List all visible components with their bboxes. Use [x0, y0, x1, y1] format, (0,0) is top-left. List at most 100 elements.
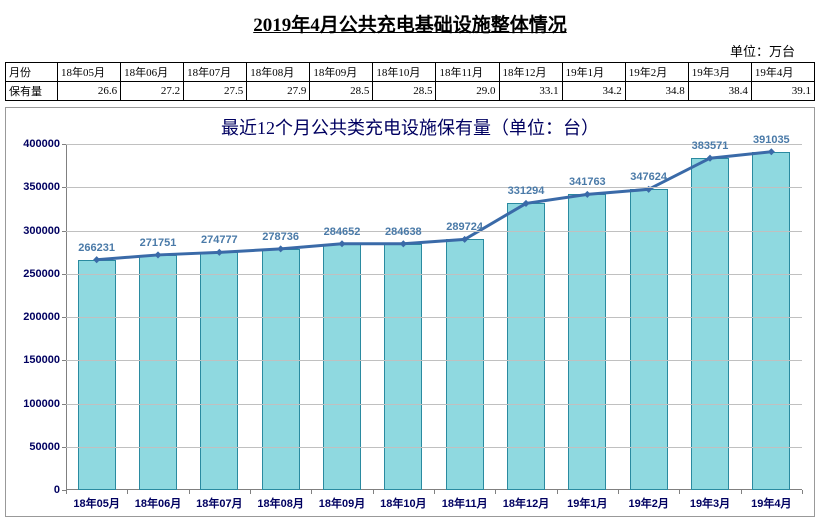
x-tick-label: 18年08月 [257, 495, 303, 511]
line-marker [584, 191, 591, 198]
data-label: 274777 [201, 234, 238, 246]
x-tick-mark [127, 490, 128, 494]
table-col-header: 18年08月 [247, 63, 310, 82]
line-marker [93, 256, 100, 263]
y-tick-mark [62, 231, 66, 232]
table-cell: 38.4 [688, 82, 751, 101]
table-row-values: 保有量 26.627.227.527.928.528.529.033.134.2… [6, 82, 815, 101]
y-tick-label: 350000 [23, 181, 66, 193]
table-col-header: 18年10月 [373, 63, 436, 82]
x-tick-mark [495, 490, 496, 494]
x-tick-label: 18年05月 [73, 495, 119, 511]
x-tick-label: 18年07月 [196, 495, 242, 511]
table-col-header: 18年07月 [184, 63, 247, 82]
row-label: 月份 [6, 63, 58, 82]
x-tick-label: 18年09月 [319, 495, 365, 511]
table-cell: 39.1 [751, 82, 814, 101]
x-tick-label: 18年12月 [503, 495, 549, 511]
table-cell: 33.1 [499, 82, 562, 101]
y-tick-mark [62, 144, 66, 145]
y-tick-mark [62, 317, 66, 318]
unit-label: 单位：万台 [5, 41, 815, 60]
line-marker [216, 249, 223, 256]
data-label: 347624 [630, 171, 667, 183]
grid-line [66, 317, 802, 318]
table-col-header: 19年4月 [751, 63, 814, 82]
data-label: 331294 [508, 185, 545, 197]
x-tick-mark [802, 490, 803, 494]
y-tick-label: 250000 [23, 268, 66, 280]
data-label: 278736 [262, 231, 299, 243]
x-tick-label: 19年3月 [690, 495, 730, 511]
x-tick-label: 18年06月 [135, 495, 181, 511]
table-col-header: 18年12月 [499, 63, 562, 82]
data-table: 月份 18年05月18年06月18年07月18年08月18年09月18年10月1… [5, 62, 815, 101]
data-label: 284652 [324, 226, 361, 238]
table-cell: 34.2 [562, 82, 625, 101]
x-tick-mark [557, 490, 558, 494]
y-tick-label: 50000 [29, 441, 66, 453]
x-tick-mark [250, 490, 251, 494]
chart-container: 最近12个月公共类充电设施保有量（单位：台） 05000010000015000… [5, 107, 815, 517]
y-tick-label: 400000 [23, 138, 66, 150]
line-marker [768, 148, 775, 155]
data-label: 271751 [140, 237, 177, 249]
line-marker [154, 251, 161, 258]
y-tick-mark [62, 447, 66, 448]
grid-line [66, 274, 802, 275]
x-tick-label: 19年1月 [567, 495, 607, 511]
data-label: 284638 [385, 226, 422, 238]
line-marker [400, 240, 407, 247]
table-cell: 28.5 [373, 82, 436, 101]
table-cell: 28.5 [310, 82, 373, 101]
grid-line [66, 447, 802, 448]
page-title: 2019年4月公共充电基础设施整体情况 [5, 10, 815, 37]
x-tick-mark [618, 490, 619, 494]
plot-area: 0500001000001500002000002500003000003500… [66, 144, 802, 490]
table-col-header: 19年1月 [562, 63, 625, 82]
x-tick-label: 18年11月 [442, 495, 488, 511]
data-label: 266231 [78, 242, 115, 254]
table-row-header: 月份 18年05月18年06月18年07月18年08月18年09月18年10月1… [6, 63, 815, 82]
x-tick-label: 19年4月 [751, 495, 791, 511]
y-tick-mark [62, 404, 66, 405]
table-col-header: 18年06月 [121, 63, 184, 82]
table-col-header: 18年09月 [310, 63, 373, 82]
data-label: 289724 [446, 221, 483, 233]
data-label: 341763 [569, 176, 606, 188]
table-cell: 34.8 [625, 82, 688, 101]
y-tick-label: 300000 [23, 225, 66, 237]
grid-line [66, 404, 802, 405]
x-tick-mark [741, 490, 742, 494]
table-col-header: 18年11月 [436, 63, 499, 82]
data-label: 383571 [692, 140, 729, 152]
x-tick-mark [189, 490, 190, 494]
table-cell: 27.2 [121, 82, 184, 101]
table-cell: 29.0 [436, 82, 499, 101]
y-tick-mark [62, 360, 66, 361]
table-cell: 27.9 [247, 82, 310, 101]
y-tick-mark [62, 187, 66, 188]
x-tick-label: 19年2月 [628, 495, 668, 511]
x-tick-mark [311, 490, 312, 494]
line-marker [277, 245, 284, 252]
trend-line [97, 152, 772, 260]
data-label: 391035 [753, 134, 790, 146]
table-col-header: 18年05月 [58, 63, 121, 82]
y-tick-label: 200000 [23, 311, 66, 323]
y-tick-label: 100000 [23, 398, 66, 410]
x-tick-mark [66, 490, 67, 494]
table-cell: 27.5 [184, 82, 247, 101]
grid-line [66, 231, 802, 232]
y-tick-mark [62, 274, 66, 275]
x-tick-mark [679, 490, 680, 494]
table-col-header: 19年2月 [625, 63, 688, 82]
grid-line [66, 360, 802, 361]
chart-title: 最近12个月公共类充电设施保有量（单位：台） [6, 114, 814, 140]
y-tick-label: 150000 [23, 354, 66, 366]
line-marker [338, 240, 345, 247]
table-col-header: 19年3月 [688, 63, 751, 82]
x-tick-mark [434, 490, 435, 494]
row-label: 保有量 [6, 82, 58, 101]
grid-line [66, 187, 802, 188]
